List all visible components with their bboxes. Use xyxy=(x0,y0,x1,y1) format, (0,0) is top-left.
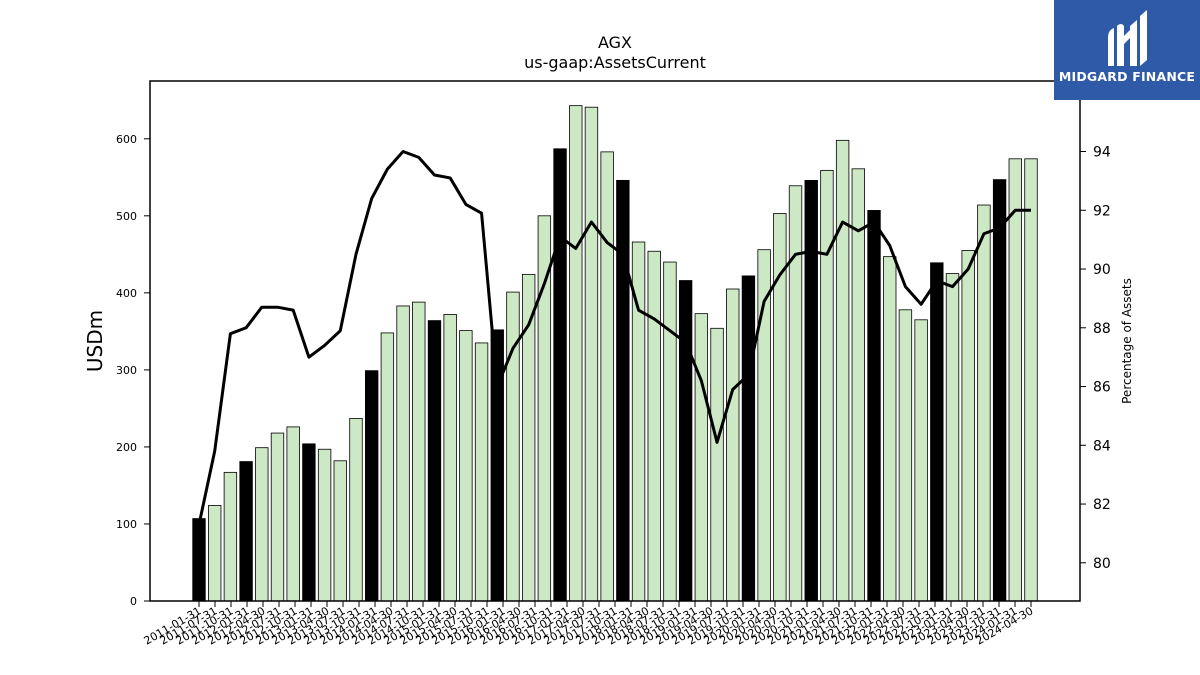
y-tick-label: 300 xyxy=(116,364,137,377)
line-layer xyxy=(197,150,1031,525)
bar xyxy=(898,309,913,602)
x-axis: 2011-01-312011-07-312011-10-312012-01-31… xyxy=(142,601,1036,648)
series-line xyxy=(197,150,1031,525)
y2-tick-label: 84 xyxy=(1093,438,1111,454)
bar xyxy=(364,370,379,602)
bar xyxy=(412,301,426,602)
bar xyxy=(788,185,803,602)
bar xyxy=(945,273,960,602)
bar xyxy=(851,168,865,602)
bar xyxy=(239,461,253,602)
bar xyxy=(302,443,316,602)
bar xyxy=(914,319,928,602)
y-tick-label: 100 xyxy=(116,518,137,531)
bar xyxy=(396,305,410,602)
bar xyxy=(663,261,677,602)
bar xyxy=(380,332,395,602)
y2-tick-label: 86 xyxy=(1093,380,1111,396)
bar xyxy=(474,342,489,602)
y2-tick-label: 82 xyxy=(1093,497,1111,513)
bar xyxy=(553,148,567,602)
y-tick-label: 400 xyxy=(116,287,137,300)
bar xyxy=(443,314,457,602)
y2-tick-label: 94 xyxy=(1093,145,1111,161)
bar xyxy=(616,179,630,602)
bar xyxy=(600,151,614,602)
bar xyxy=(192,518,206,602)
bar xyxy=(427,320,442,602)
bar xyxy=(270,432,285,602)
bar xyxy=(883,256,897,602)
y-tick-label: 500 xyxy=(116,210,137,223)
bar xyxy=(992,179,1007,602)
bar xyxy=(286,426,300,602)
bar xyxy=(726,288,740,602)
bar xyxy=(208,505,222,602)
bar xyxy=(317,448,332,602)
chart-subtitle: us-gaap:AssetsCurrent xyxy=(524,53,706,72)
y2-tick-label: 88 xyxy=(1093,321,1111,337)
y-tick-label: 200 xyxy=(116,441,137,454)
bar xyxy=(1008,158,1022,602)
bar xyxy=(710,327,724,602)
bar xyxy=(584,106,599,602)
y2-tick-label: 90 xyxy=(1093,262,1111,278)
logo-text: MIDGARD FINANCE xyxy=(1058,69,1196,84)
bar xyxy=(333,460,347,602)
y2-tick-label: 80 xyxy=(1093,556,1111,572)
bar xyxy=(506,291,520,602)
bar xyxy=(930,262,944,602)
bar xyxy=(255,447,269,602)
bar xyxy=(694,313,709,602)
y2-axis: 80 82 84 86 88 90 92 94 xyxy=(1080,145,1111,572)
bar xyxy=(1024,158,1038,602)
midgard-logo-mark-icon xyxy=(1108,10,1147,66)
y-tick-label: 600 xyxy=(116,133,137,146)
bar xyxy=(741,275,756,602)
bars-layer xyxy=(192,105,1038,602)
midgard-finance-logo: MIDGARD FINANCE xyxy=(1054,0,1200,100)
chart-title: AGX xyxy=(598,33,632,52)
bar xyxy=(459,330,473,602)
bar xyxy=(867,210,881,602)
bar xyxy=(349,418,363,602)
bar xyxy=(835,139,850,602)
y2-axis-label: Percentage of Assets xyxy=(1120,278,1134,404)
bar xyxy=(773,213,787,602)
bar xyxy=(804,179,818,602)
bar xyxy=(569,105,583,602)
bar xyxy=(647,250,661,602)
bar xyxy=(678,280,693,602)
bar xyxy=(223,471,238,602)
y-tick-label: 0 xyxy=(130,595,137,608)
y-axis: 0 100 200 300 400 500 600 xyxy=(116,133,150,608)
y-axis-label: USDm xyxy=(83,310,107,372)
bar xyxy=(820,169,834,602)
bar xyxy=(977,204,991,602)
y2-tick-label: 92 xyxy=(1093,203,1111,219)
bar xyxy=(961,250,975,602)
